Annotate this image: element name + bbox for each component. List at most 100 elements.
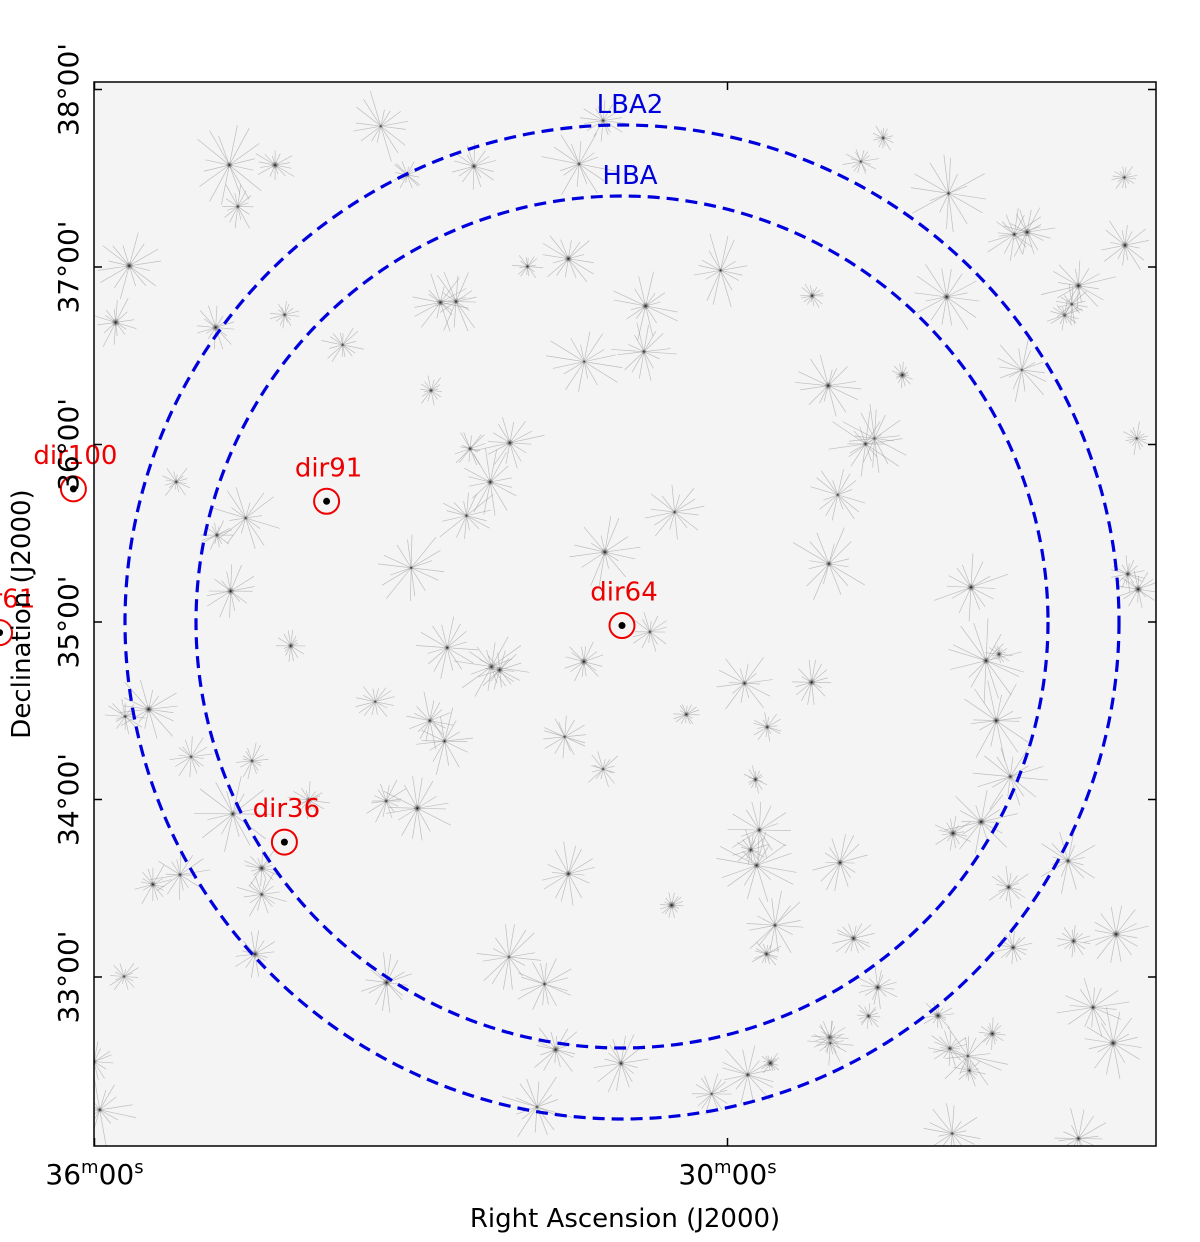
background-source [542, 841, 595, 906]
background-source [234, 930, 276, 978]
field-label-lba2: LBA2 [597, 90, 664, 120]
field-circle-hba [194, 194, 1050, 1050]
background-source [953, 1054, 986, 1087]
background-source [910, 154, 987, 233]
background-source [1111, 166, 1138, 189]
background-source [439, 492, 494, 539]
direction-source [0, 629, 4, 637]
background-source [366, 779, 407, 823]
x-tick-label: 36m00s [45, 1157, 143, 1191]
background-source [378, 534, 445, 601]
background-source [355, 686, 395, 718]
direction-dir64: dir64 [590, 578, 658, 640]
background-source [751, 942, 782, 966]
background-source [149, 849, 211, 900]
background-source [222, 184, 254, 229]
background-source [1101, 220, 1149, 270]
field-label-hba: HBA [602, 161, 657, 191]
y-tick-label: 38°00' [52, 43, 85, 136]
background-source [800, 283, 824, 308]
y-tick-label: 35°00' [52, 576, 85, 669]
background-source [580, 99, 627, 142]
background-source [812, 834, 868, 892]
background-source [632, 612, 667, 652]
background-source [197, 125, 262, 205]
background-source [545, 331, 623, 392]
y-tick-label: 37°00' [52, 221, 85, 314]
direction-circle [313, 487, 341, 515]
background-source [842, 149, 879, 174]
background-source [1117, 570, 1156, 609]
background-source [716, 828, 797, 902]
direction-source [280, 838, 288, 846]
background-source [211, 487, 281, 550]
background-source [727, 801, 792, 859]
background-source [914, 264, 980, 330]
background-source [94, 297, 137, 347]
background-source [1083, 905, 1149, 963]
background-source [287, 780, 331, 820]
background-source [94, 1074, 136, 1146]
background-source [1084, 1007, 1142, 1080]
background-source [236, 872, 287, 917]
background-source [353, 90, 409, 162]
background-source [420, 375, 443, 406]
direction-dir61: dir61 [0, 585, 35, 647]
background-source [927, 1026, 1009, 1086]
background-source [933, 553, 1009, 622]
direction-label: dir100 [33, 441, 117, 471]
background-source [987, 207, 1042, 261]
background-source [269, 301, 300, 329]
background-source [931, 1030, 969, 1067]
background-source [746, 890, 804, 960]
background-source [810, 469, 866, 521]
background-source [569, 516, 641, 588]
direction-label: dir91 [295, 453, 363, 483]
background-source [109, 962, 139, 990]
background-source [644, 484, 705, 540]
background-source [693, 233, 748, 308]
axis-ticks: 38°00'37°00'36°00'35°00'34°00'33°00'10h4… [45, 43, 1156, 1191]
background-source [923, 1103, 981, 1146]
background-source [872, 125, 894, 151]
background-source [206, 564, 255, 618]
background-source [453, 636, 530, 697]
background-source [807, 1020, 854, 1066]
direction-label: dir61 [0, 585, 35, 615]
background-source [361, 952, 413, 1013]
background-source [475, 417, 545, 469]
background-source [477, 650, 522, 690]
background-source [856, 1003, 881, 1029]
direction-dir36: dir36 [253, 794, 321, 856]
background-source [169, 736, 213, 778]
background-source [543, 715, 587, 759]
background-source [979, 1017, 1006, 1051]
background-source [1056, 978, 1130, 1037]
direction-source [69, 485, 77, 493]
background-source [660, 892, 684, 919]
background-source [792, 527, 865, 601]
background-source [511, 255, 544, 278]
background-source [964, 680, 1029, 761]
background-source [1111, 555, 1145, 593]
background-source [673, 704, 700, 725]
background-source [761, 1053, 780, 1074]
background-source [858, 965, 898, 1009]
background-source [416, 616, 479, 679]
background-source [416, 707, 474, 775]
background-source [828, 411, 903, 477]
direction-label: dir64 [590, 578, 658, 608]
background-source [162, 467, 191, 496]
background-source [383, 775, 451, 841]
background-source [542, 235, 594, 282]
y-tick-label: 33°00' [52, 931, 85, 1024]
background-source [255, 150, 295, 180]
direction-circle [608, 612, 636, 640]
background-source [716, 657, 773, 710]
direction-dir100: dir100 [33, 441, 117, 503]
background-source [564, 641, 604, 682]
y-axis-label: Declination (J2000) [7, 489, 37, 738]
background-source [196, 305, 235, 350]
background-source [463, 448, 517, 516]
direction-label: dir36 [253, 794, 321, 824]
